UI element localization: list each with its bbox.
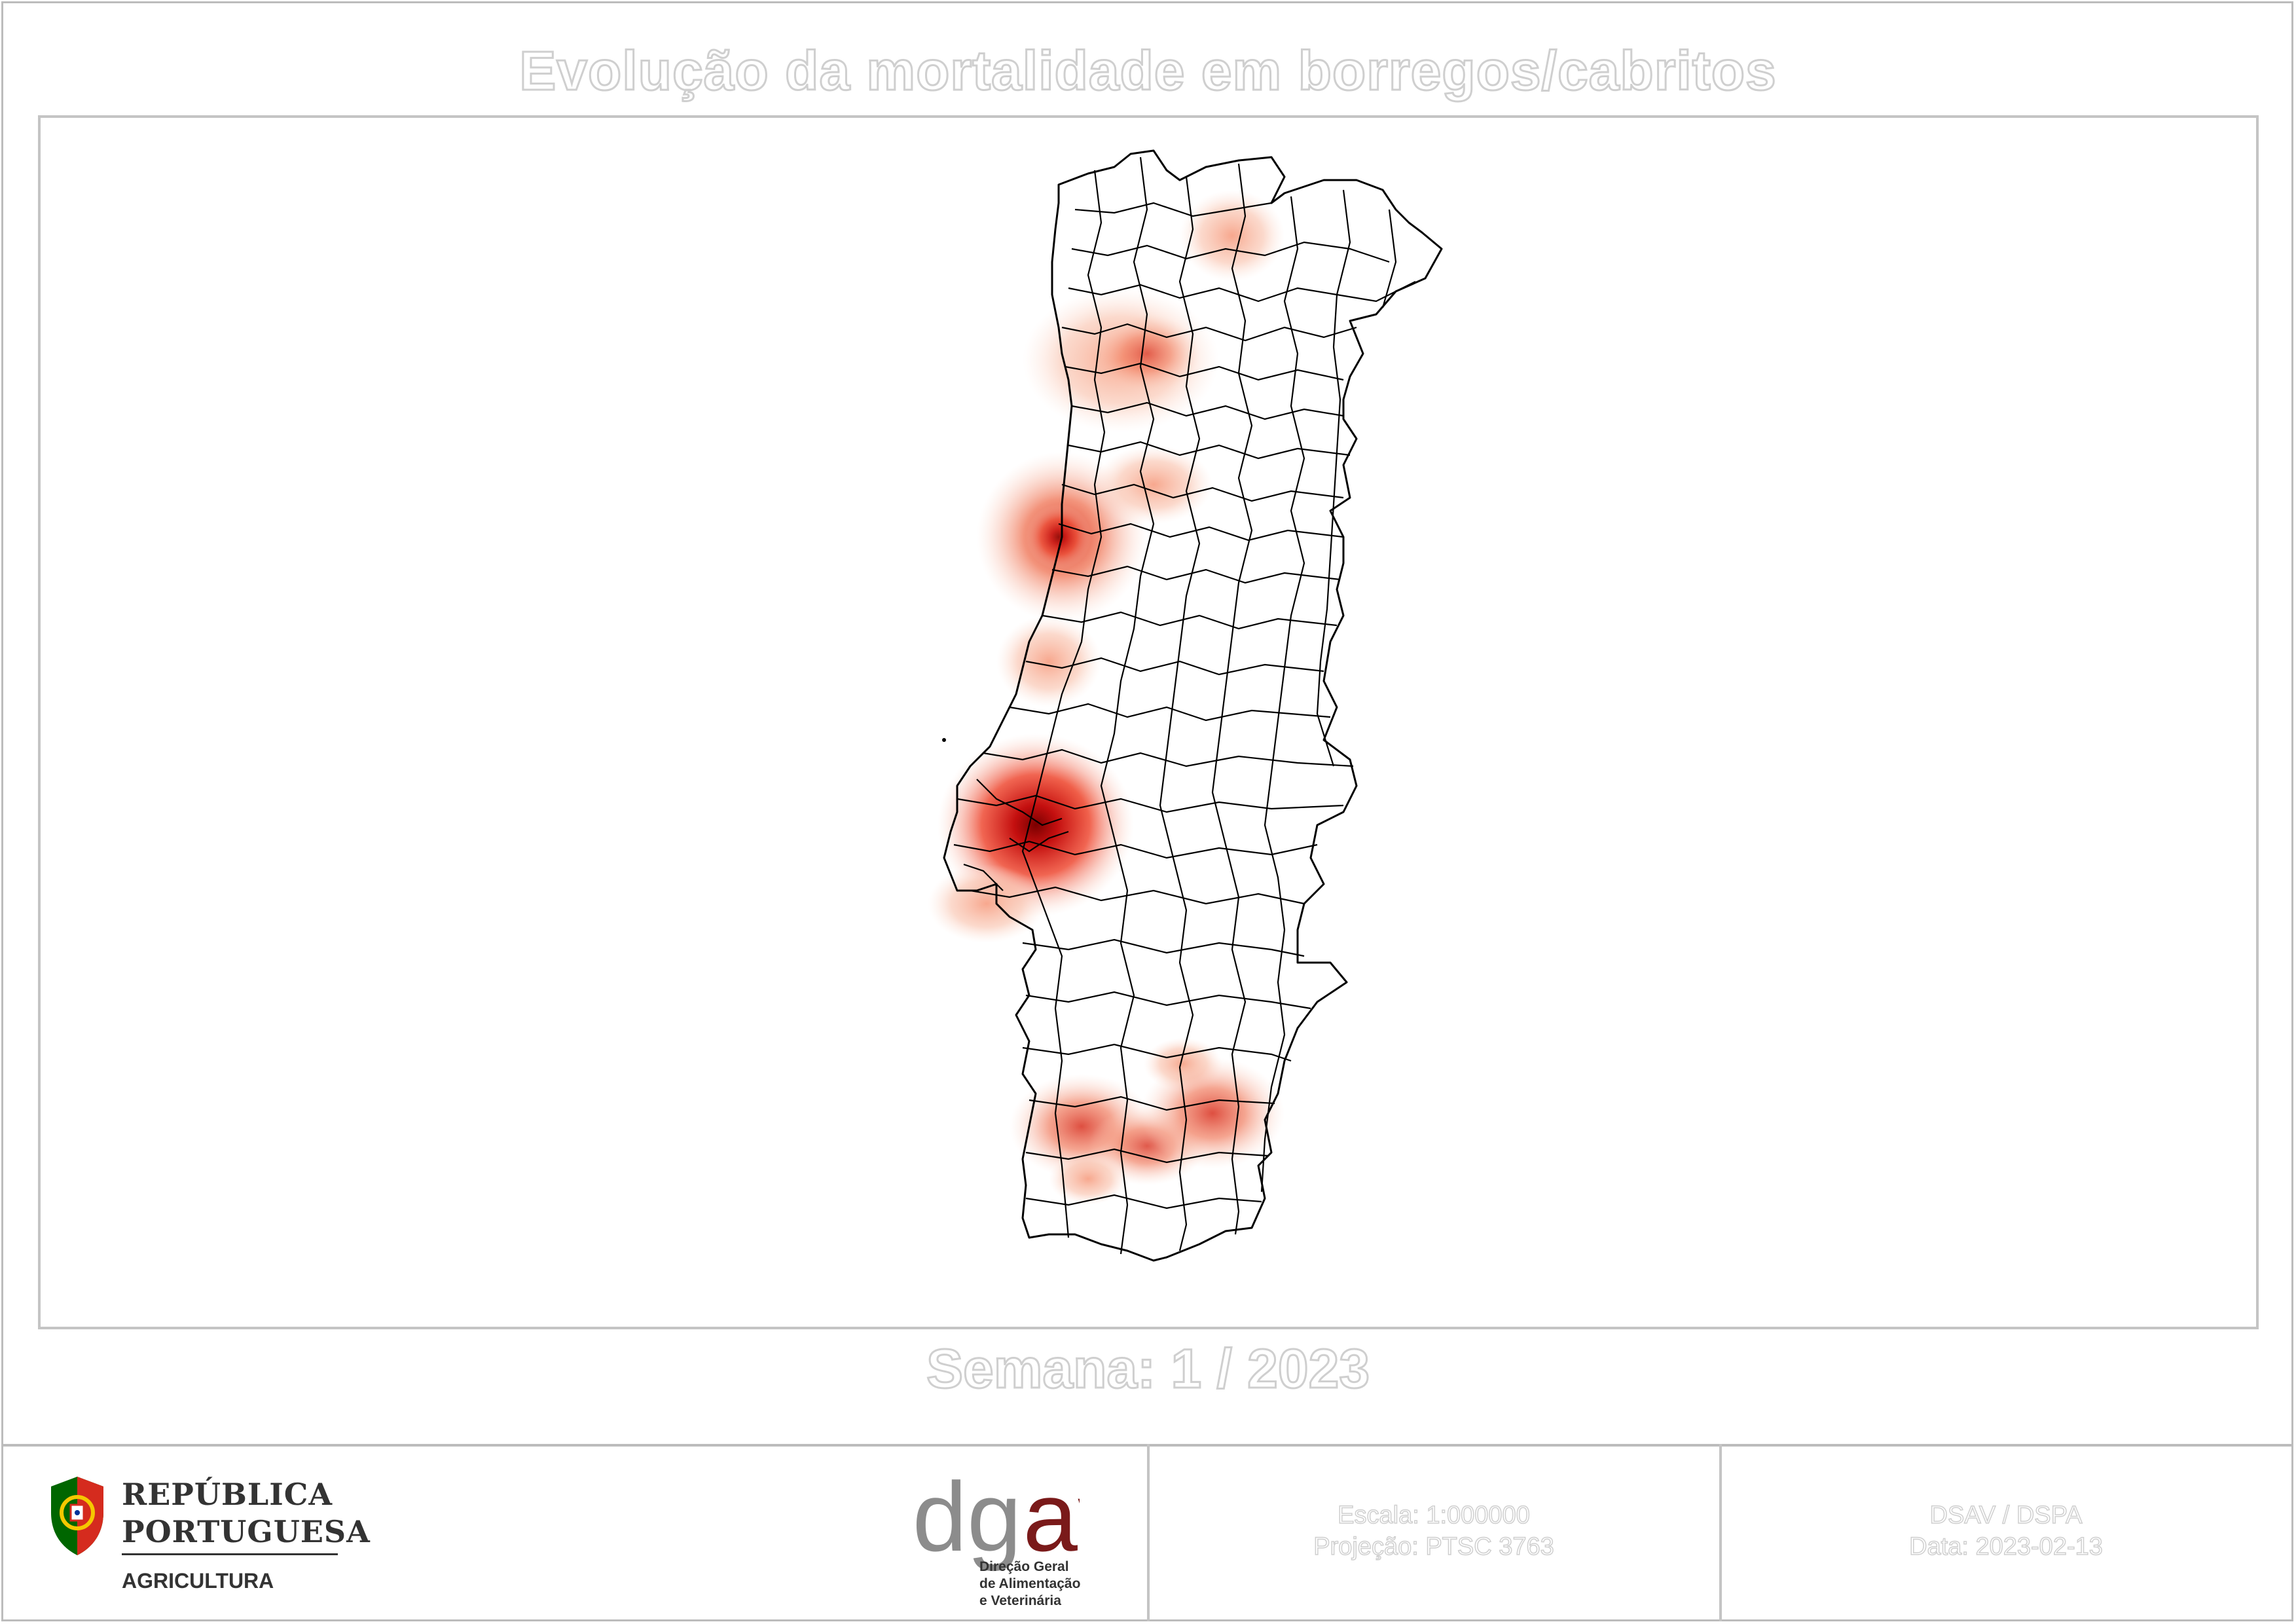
dgav-line3: e Veterinária (979, 1593, 1061, 1608)
portugal-heatmap (928, 149, 1443, 1262)
projection-text: Projeção: PTSC 3763 (1313, 1532, 1554, 1561)
map-panel (38, 115, 2259, 1329)
week-label: Semana: 1 / 2023 (925, 1337, 1370, 1401)
municipal-borders (953, 157, 1416, 1255)
scale-text: Escala: 1:000000 (1337, 1501, 1530, 1530)
hotspot-braga-core (1095, 314, 1199, 393)
heat-layer (928, 190, 1285, 1205)
scale-projection: Escala: 1:000000 Projeção: PTSC 3763 (1152, 1500, 1715, 1562)
footer-separator (1147, 1444, 1150, 1621)
source-date: DSAV / DSPA Data: 2023-02-13 (1724, 1500, 2287, 1562)
republica-emblem-icon (45, 1473, 110, 1562)
dgav-subtitle: Direção Geral de Alimentação e Veterinár… (979, 1559, 1080, 1610)
hotspot-aveiro-core (1026, 504, 1091, 570)
dgav-line1: Direção Geral (979, 1559, 1069, 1574)
map-title: Evolução da mortalidade em borregos/cabr… (519, 39, 1777, 103)
republica-divider (122, 1553, 338, 1555)
dgav-logo-av: av (1023, 1462, 1080, 1572)
hotspot-setubal (928, 864, 1046, 943)
dgav-logo-dg: dg (913, 1462, 1022, 1572)
republica-line1: REPÚBLICA (122, 1477, 333, 1512)
hotspot-beja-east (1140, 1058, 1285, 1169)
dgav-line2: de Alimentação (979, 1576, 1081, 1591)
republica-ministry: AGRICULTURA (122, 1569, 274, 1593)
footer-separator (1719, 1444, 1722, 1621)
date-text: Data: 2023-02-13 (1908, 1532, 2103, 1561)
hotspot-beja-south (1049, 1153, 1127, 1205)
republica-line2: PORTUGUESA (122, 1514, 371, 1549)
hotspot-coimbra (996, 616, 1101, 707)
island-dot (942, 738, 946, 742)
dsav-text: DSAV / DSPA (1929, 1501, 2083, 1530)
hotspot-north-east (1180, 190, 1285, 282)
